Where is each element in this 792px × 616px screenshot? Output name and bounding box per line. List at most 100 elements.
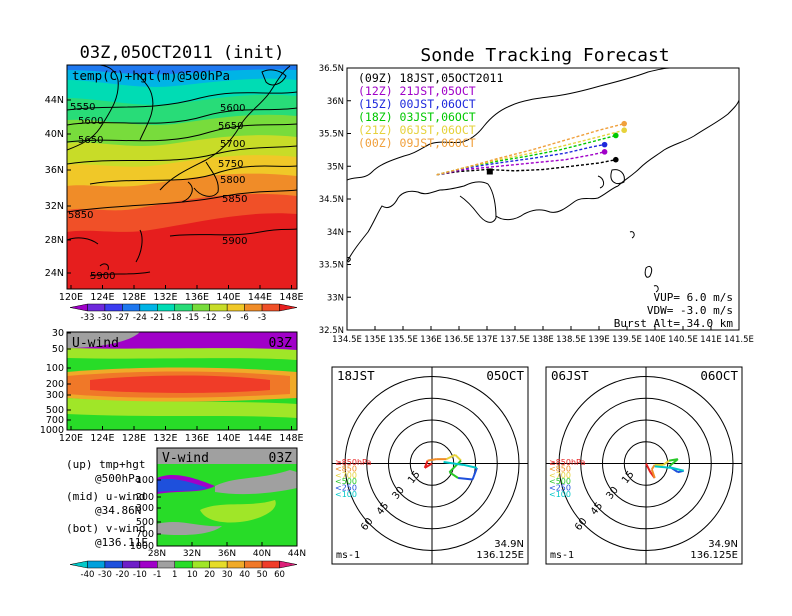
lon-ticks: 120E 124E 128E 132E 136E 140E 144E 148E: [59, 426, 304, 444]
x-tick-label: 139E: [588, 335, 610, 345]
colorbar-tick-label: -27: [115, 313, 129, 323]
u-wind-field: [67, 332, 297, 430]
tracking-map-panel: 134.5E 135E 135.5E 136E 136.5E 137E 137.5E 138E…: [319, 64, 754, 345]
lon-tick-label: 144E: [248, 433, 272, 444]
hodograph-segment: [443, 461, 465, 466]
hodograph-segment: [446, 453, 456, 461]
pressure-tick-label: 1000: [130, 541, 154, 552]
landing-point: [621, 127, 627, 134]
hodograph-lon: 136.125E: [476, 550, 524, 561]
landing-point: [613, 132, 619, 139]
colorbar-tick-label: 30: [222, 570, 233, 580]
hodograph-legend-entry: ≥850hPa: [549, 458, 586, 467]
v-wind-field: [157, 448, 297, 546]
colorbar-swatch: [261, 560, 280, 569]
lat-tick-label: 44N: [45, 95, 64, 106]
lon-tick-label: 140E: [216, 433, 240, 444]
init-title: 03Z,05OCT2011 (init): [80, 43, 285, 63]
contour-label: 5900: [90, 271, 115, 282]
hodograph-segment: [654, 465, 673, 469]
hodograph-segment: [471, 467, 478, 480]
contour-label: 5700: [220, 139, 245, 150]
colorbar-swatch: [244, 303, 263, 312]
lat-tick-label: 40N: [253, 549, 271, 559]
temp-panel-label: temp(C)+hgt(m)@500hPa: [72, 68, 230, 83]
colorbar-tick-label: -20: [115, 570, 129, 580]
contour-label: 5750: [218, 159, 243, 170]
x-tick-label: 135.5E: [388, 335, 418, 345]
colorbar-tick-label: -15: [185, 313, 199, 323]
contour-labels: 5550 5600 5650 5600 5650 5700 5750 5800 5850 5900…: [68, 102, 247, 282]
x-tick-label: 136E: [420, 335, 442, 345]
x-tick-label: 138.5E: [556, 335, 586, 345]
lon-tick-label: 120E: [59, 292, 83, 303]
y-tick-label: 34.5N: [319, 195, 344, 205]
legend-up-level: @500hPa: [95, 472, 141, 485]
contour-label: 5550: [70, 102, 95, 113]
hodograph-date-label: 05OCT: [486, 368, 524, 383]
legend-mid: (mid) u-wind: [66, 490, 145, 503]
hodograph-segment: [463, 463, 478, 469]
lon-ticks: 120E 124E 128E 132E 136E 140E 144E 148E: [59, 285, 304, 303]
pressure-tick-label: 100: [136, 475, 154, 486]
x-tick-label: 136.5E: [444, 335, 474, 345]
lat-ticks: 44N 40N 36N 32N 28N 24N: [45, 95, 71, 279]
lon-tick-label: 124E: [90, 433, 114, 444]
contour-label: 5850: [68, 210, 93, 221]
colorbar-swatch: [104, 303, 123, 312]
colorbar-swatch: [191, 303, 210, 312]
colorbar-swatch: [157, 560, 176, 569]
lat-ticks: 28N 32N 36N 40N 44N: [148, 542, 306, 559]
hodograph-segment: [448, 459, 462, 473]
lat-tick-label: 44N: [288, 549, 306, 559]
colorbar-tick-label: -33: [81, 313, 95, 323]
colorbar-swatch: [139, 303, 158, 312]
track-line: [436, 134, 616, 176]
param-vdw: VDW= -3.0 m/s: [647, 304, 733, 317]
landing-point: [601, 141, 608, 148]
colorbar-swatch: [261, 303, 280, 312]
hodograph-background: [546, 367, 742, 564]
hodograph-unit: ms-1: [550, 550, 574, 561]
hodograph-legend-entry: <100: [549, 490, 571, 499]
colorbar-swatch: [209, 560, 228, 569]
hodograph-frame: [545, 366, 743, 565]
lat-tick-label: 36N: [45, 165, 64, 176]
param-vup: VUP= 6.0 m/s: [654, 291, 733, 304]
colorbar-tick-label: 10: [187, 570, 198, 580]
landing-point: [613, 156, 619, 163]
y-tick-label: 33.5N: [319, 261, 344, 271]
colorbar-tick-label: -1: [153, 570, 161, 580]
temp-panel: 5550 5600 5650 5600 5650 5700 5750 5800 5850 5900…: [45, 64, 304, 323]
hodograph-legend-entry: <100: [335, 490, 357, 499]
hodograph-segment: [458, 477, 473, 481]
colorbar-tick-label: -12: [203, 313, 217, 323]
colorbar-swatch: [122, 560, 141, 569]
lon-tick-label: 136E: [185, 433, 209, 444]
v-wind-label: V-wind: [162, 451, 209, 466]
pressure-tick-label: 1000: [40, 425, 64, 436]
contour-label: 5900: [222, 236, 247, 247]
colorbar-tick-label: 20: [204, 570, 215, 580]
y-tick-label: 33N: [327, 293, 344, 303]
temp-field: [67, 65, 297, 289]
track-line: [436, 143, 605, 176]
colorbar-swatch: [69, 303, 88, 312]
pressure-tick-label: 300: [136, 503, 154, 514]
hodograph-segment: [668, 458, 679, 468]
hodograph-segment: [423, 460, 429, 469]
colorbar-swatch: [244, 560, 263, 569]
hodograph-legend-entry: <850: [335, 464, 357, 473]
colorbar-swatch: [174, 560, 193, 569]
lat-tick-label: 32N: [45, 201, 64, 212]
colorbar-tick-label: 1: [172, 570, 177, 580]
colorbar-tick-label: -6: [240, 313, 248, 323]
y-tick-label: 36.5N: [319, 64, 344, 74]
landing-point: [621, 120, 627, 127]
x-tick-label: 138E: [532, 335, 554, 345]
legend-bot: (bot) v-wind: [66, 522, 145, 535]
y-tick-label: 35.5N: [319, 130, 344, 140]
